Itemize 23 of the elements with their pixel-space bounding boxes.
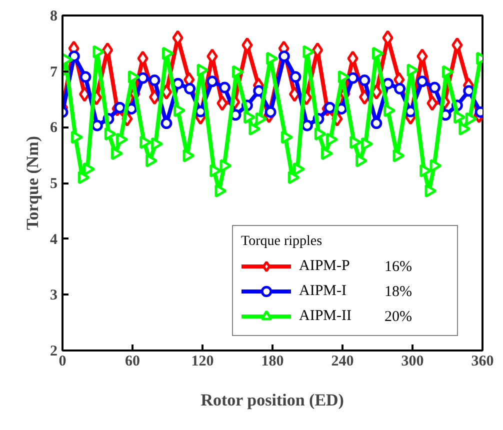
y-tick-label: 4 — [50, 232, 58, 248]
y-tick-label: 5 — [50, 176, 58, 192]
x-tick-label: 120 — [191, 354, 214, 370]
y-tick-label: 2 — [50, 344, 58, 360]
x-tick-label: 60 — [125, 354, 140, 370]
x-tick-label: 360 — [471, 354, 494, 370]
annotation: 16% — [384, 259, 412, 275]
annotation: 20% — [384, 309, 412, 325]
x-tick-label: 0 — [58, 354, 66, 370]
y-tick-label: 7 — [50, 64, 58, 80]
annotation: 18% — [384, 284, 412, 300]
x-axis-title: Rotor position (ED) — [200, 390, 344, 410]
legend-title: Torque ripples — [241, 234, 324, 250]
legend-label: AIPM-I — [299, 282, 346, 298]
y-tick-label: 8 — [50, 8, 58, 24]
y-axis-title: Torque (Nm) — [23, 136, 42, 230]
x-tick-label: 240 — [331, 354, 354, 370]
legend-label: AIPM-II — [299, 308, 352, 324]
legend-label: AIPM-P — [299, 258, 350, 274]
y-tick-label: 3 — [50, 288, 58, 304]
x-tick-label: 300 — [401, 354, 424, 370]
x-tick-label: 180 — [261, 354, 284, 370]
y-tick-label: 6 — [50, 120, 58, 136]
